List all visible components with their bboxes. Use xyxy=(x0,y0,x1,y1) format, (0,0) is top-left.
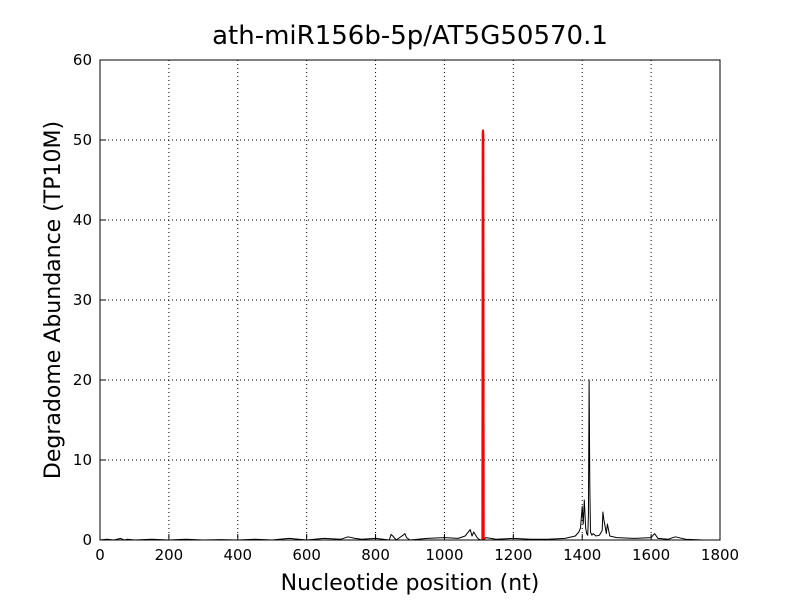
x-tick-label: 800 xyxy=(361,546,390,564)
y-tick-label: 40 xyxy=(73,211,92,229)
x-tick-label: 1600 xyxy=(632,546,670,564)
plot-frame xyxy=(99,59,721,541)
chart-title: ath-miR156b-5p/AT5G50570.1 xyxy=(212,21,608,51)
y-axis-label: Degradome Abundance (TP10M) xyxy=(41,121,66,479)
y-tick-label: 20 xyxy=(73,371,92,389)
x-axis-label: Nucleotide position (nt) xyxy=(281,571,540,596)
x-tick-label: 0 xyxy=(95,546,105,564)
x-tick-label: 1800 xyxy=(701,546,739,564)
x-tick-label: 1200 xyxy=(494,546,532,564)
data-line xyxy=(481,129,485,541)
x-tick-label: 1400 xyxy=(563,546,601,564)
y-tick-label: 30 xyxy=(73,291,92,309)
y-tick-label: 0 xyxy=(82,531,92,549)
y-tick-label: 10 xyxy=(73,451,92,469)
x-tick-label: 1000 xyxy=(425,546,463,564)
x-tick-label: 600 xyxy=(292,546,321,564)
y-tick-label: 60 xyxy=(73,51,92,69)
y-tick-label: 50 xyxy=(73,131,92,149)
x-tick-label: 200 xyxy=(155,546,184,564)
x-tick-label: 400 xyxy=(223,546,252,564)
